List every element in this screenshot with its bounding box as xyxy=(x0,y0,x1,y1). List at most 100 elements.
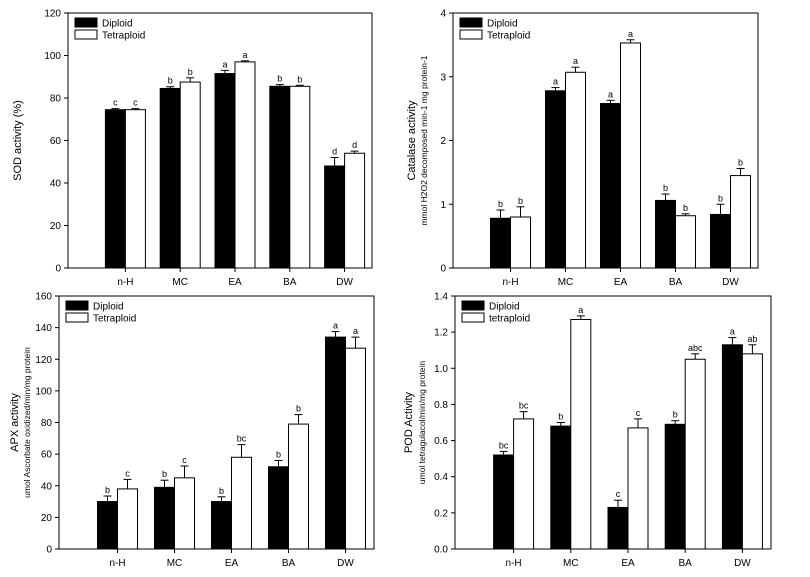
significance-letter: c xyxy=(125,468,130,478)
legend-label: Diploid xyxy=(93,302,124,313)
bar xyxy=(565,71,586,269)
bar xyxy=(159,87,181,269)
chart-panel-catalase: 0 1 2 3 4 Catalase activity mmol H2O2 decompos… xyxy=(406,9,759,288)
bar xyxy=(600,103,621,269)
legend-swatch xyxy=(65,312,89,323)
bar xyxy=(664,423,686,550)
y-tick-label: 100 xyxy=(44,51,61,62)
significance-letter: c xyxy=(616,489,621,499)
significance-letter: b xyxy=(297,74,302,84)
significance-letter: bc xyxy=(237,434,247,444)
x-tick-label: BA xyxy=(669,277,683,288)
significance-letter: a xyxy=(553,77,558,87)
significance-letter: a xyxy=(628,29,633,39)
x-tick-label: MC xyxy=(167,558,183,569)
legend-label: Tetraploid xyxy=(102,31,145,42)
significance-letter: b xyxy=(168,76,173,86)
bar xyxy=(179,81,201,269)
y-tick-label: 4 xyxy=(440,9,446,20)
bar xyxy=(324,165,346,269)
significance-letter: b xyxy=(277,74,282,84)
bar xyxy=(607,506,629,550)
legend-label: Diploid xyxy=(487,19,518,30)
bar xyxy=(117,488,138,550)
bar xyxy=(510,216,531,269)
x-tick-label: MC xyxy=(172,277,188,288)
significance-letter: a xyxy=(242,50,247,60)
y-axis-label: SOD activity (%) xyxy=(12,100,24,181)
bar xyxy=(655,199,676,269)
y-tick-label: 0.8 xyxy=(434,400,448,411)
significance-letter: a xyxy=(222,59,227,69)
x-tick-label: MC xyxy=(563,558,579,569)
bar xyxy=(493,454,515,550)
bar xyxy=(570,318,592,550)
significance-letter: b xyxy=(683,203,688,213)
bar xyxy=(288,423,309,550)
chart-panel-sod: 0 20 40 60 80 100 120 SOD activity (%) n-H c c MC b b… xyxy=(12,9,373,288)
bar xyxy=(490,217,511,269)
y-tick-label: 80 xyxy=(50,94,62,105)
bar xyxy=(513,418,535,550)
significance-letter: b xyxy=(105,485,110,495)
significance-letter: d xyxy=(352,140,357,150)
y-tick-label: 140 xyxy=(35,323,52,334)
x-tick-label: DW xyxy=(734,558,751,569)
bar xyxy=(211,501,232,550)
y-axis-label: Catalase activity xyxy=(406,100,418,181)
legend-swatch xyxy=(459,17,483,28)
significance-letter: b xyxy=(162,469,167,479)
legend-swatch xyxy=(74,17,98,28)
y-tick-label: 40 xyxy=(41,481,53,492)
y-tick-label: 0 xyxy=(46,545,52,556)
y-axis-label: POD Activity xyxy=(403,391,415,453)
y-tick-label: 20 xyxy=(50,221,62,232)
x-tick-label: EA xyxy=(621,558,635,569)
x-tick-label: DW xyxy=(722,277,739,288)
bar xyxy=(620,42,641,269)
legend-swatch xyxy=(461,300,485,311)
y-axis-sublabel: umol tetragulacol/min/mg protein xyxy=(417,361,427,485)
bar xyxy=(710,213,731,269)
y-tick-label: 40 xyxy=(50,179,62,190)
bar xyxy=(627,427,649,550)
y-tick-label: 1 xyxy=(440,200,446,211)
y-tick-label: 0 xyxy=(55,264,61,275)
x-tick-label: EA xyxy=(225,558,239,569)
y-tick-label: 3 xyxy=(440,72,446,83)
bar xyxy=(124,109,146,269)
bar xyxy=(104,109,126,269)
chart-panel-pod: 0.0 0.2 0.4 0.6 0.8 1.0 1.2 1.4 POD Activity umol… xyxy=(403,292,772,569)
y-tick-label: 0.0 xyxy=(434,545,448,556)
y-tick-label: 0.2 xyxy=(434,508,448,519)
y-tick-label: 1.0 xyxy=(434,364,448,375)
y-tick-label: 80 xyxy=(41,418,53,429)
bar xyxy=(344,152,366,269)
bar xyxy=(154,486,175,550)
significance-letter: b xyxy=(558,412,563,422)
significance-letter: a xyxy=(608,89,613,99)
significance-letter: b xyxy=(673,410,678,420)
bar xyxy=(545,90,566,269)
significance-letter: a xyxy=(333,321,338,331)
x-tick-label: n-H xyxy=(502,277,518,288)
significance-letter: a xyxy=(353,326,358,336)
significance-letter: b xyxy=(663,183,668,193)
y-tick-label: 2 xyxy=(440,136,446,147)
x-tick-label: EA xyxy=(228,277,242,288)
significance-letter: d xyxy=(332,147,337,157)
y-tick-label: 60 xyxy=(41,450,53,461)
x-tick-label: BA xyxy=(679,558,693,569)
legend-swatch xyxy=(74,29,98,40)
significance-letter: bc xyxy=(499,440,509,450)
legend-swatch xyxy=(65,300,89,311)
x-tick-label: DW xyxy=(337,558,354,569)
legend-swatch xyxy=(459,29,483,40)
bar xyxy=(268,466,289,550)
legend-label: Diploid xyxy=(102,19,133,30)
bar xyxy=(231,456,252,550)
significance-letter: c xyxy=(133,98,138,108)
y-tick-label: 20 xyxy=(41,513,53,524)
y-tick-label: 1.4 xyxy=(434,292,448,303)
significance-letter: b xyxy=(738,158,743,168)
